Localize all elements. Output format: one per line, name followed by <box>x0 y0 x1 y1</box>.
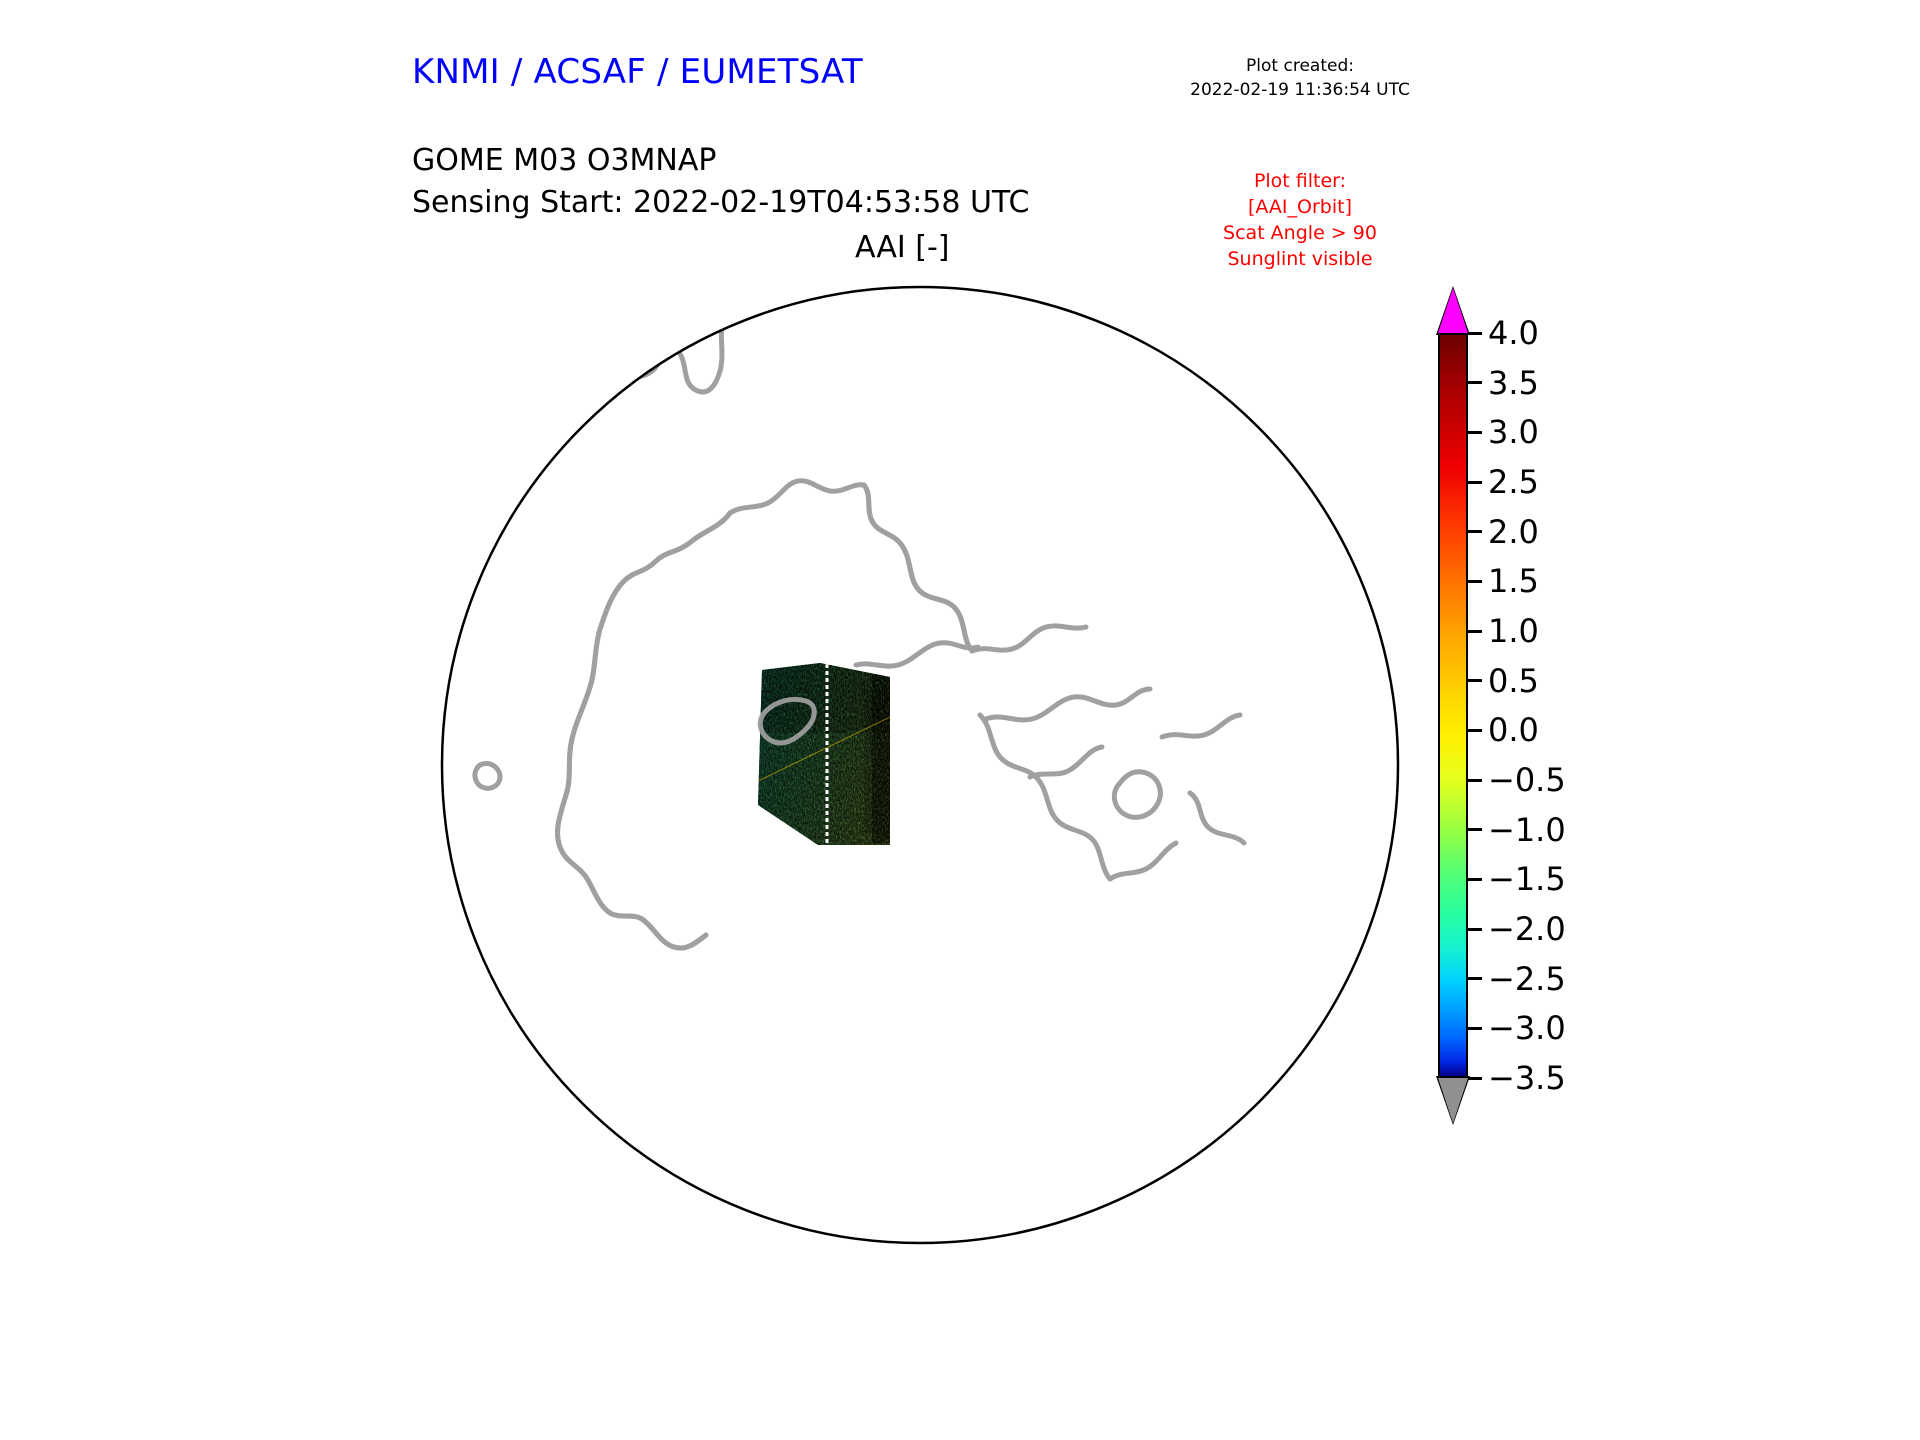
colorbar-tick-mark <box>1468 1026 1482 1030</box>
colorbar-tick-label: −3.0 <box>1488 1009 1566 1048</box>
colorbar-tick-mark <box>1468 1076 1482 1080</box>
colorbar-tick-mark <box>1468 679 1482 683</box>
colorbar-tick-label: −1.0 <box>1488 810 1566 849</box>
colorbar-tick-label: 4.0 <box>1488 314 1539 352</box>
plot-created-label: Plot created: <box>1246 56 1354 76</box>
plot-filter-name: [AAI_Orbit] <box>1247 196 1352 218</box>
colorbar-tick-label: 2.0 <box>1488 512 1539 551</box>
instrument-product-line: GOME M03 O3MNAP <box>412 143 717 178</box>
colorbar-tick-mark <box>1468 530 1482 534</box>
colorbar-tick-mark <box>1468 728 1482 732</box>
orthographic-map <box>440 285 1400 1245</box>
colorbar-tick-mark <box>1468 828 1482 832</box>
colorbar-tick-mark <box>1468 430 1482 434</box>
colorbar-tick-label: −3.5 <box>1488 1059 1566 1097</box>
plot-created-block: Plot created: 2022-02-19 11:36:54 UTC <box>1150 54 1450 102</box>
colorbar-tick-mark <box>1468 927 1482 931</box>
colorbar-tick-label: 0.5 <box>1488 661 1539 700</box>
colorbar[interactable]: 4.0 3.5 3.0 2.5 2.0 1.5 1.0 0.5 0.0 −0.5 −1.0 −1.5 −… <box>1430 286 1730 1125</box>
colorbar-tick-label: 1.0 <box>1488 612 1539 650</box>
plot-filter-block: Plot filter: [AAI_Orbit] Scat Angle > 90… <box>1150 168 1450 272</box>
colorbar-gradient-bar <box>1438 333 1468 1078</box>
colorbar-tick-mark <box>1468 877 1482 881</box>
colorbar-tick-label: −0.5 <box>1488 761 1566 799</box>
colorbar-tick-label: −2.0 <box>1488 910 1566 948</box>
colorbar-tick-label: 3.0 <box>1488 413 1539 452</box>
map-plot-area <box>420 285 1420 1285</box>
aai-data-swath <box>758 663 890 845</box>
colorbar-tick-mark <box>1468 381 1482 385</box>
colorbar-tick-mark <box>1468 778 1482 782</box>
colorbar-tick-mark <box>1468 480 1482 484</box>
plot-filter-label: Plot filter: <box>1253 170 1347 192</box>
colorbar-tick-label: 0.0 <box>1488 711 1539 750</box>
colorbar-tick-label: 2.5 <box>1488 463 1539 501</box>
colorbar-tick-label: −1.5 <box>1488 860 1566 899</box>
globe-limb-circle <box>440 285 1400 1245</box>
globe-disc <box>442 287 1398 1243</box>
product-info-block: GOME M03 O3MNAP Sensing Start: 2022-02-1… <box>412 140 1029 224</box>
colorbar-under-range-arrow <box>1438 1078 1468 1123</box>
plot-filter-note: Sunglint visible <box>1227 248 1373 270</box>
colorbar-tick-mark <box>1468 331 1482 335</box>
colorbar-tick-label: −2.5 <box>1488 959 1566 998</box>
colorbar-tick-label: 1.5 <box>1488 562 1539 601</box>
sensing-start-line: Sensing Start: 2022-02-19T04:53:58 UTC <box>412 185 1030 220</box>
colorbar-over-range-arrow <box>1438 288 1468 333</box>
quantity-title: AAI [-] <box>855 230 950 265</box>
colorbar-tick-mark <box>1468 977 1482 981</box>
plot-created-timestamp: 2022-02-19 11:36:54 UTC <box>1190 80 1410 100</box>
colorbar-tick-label: 3.5 <box>1488 363 1539 402</box>
organisation-title: KNMI / ACSAF / EUMETSAT <box>412 52 863 92</box>
coastlines-overlay <box>555 482 975 951</box>
plot-filter-condition: Scat Angle > 90 <box>1223 222 1377 244</box>
colorbar-tick-mark <box>1468 629 1482 633</box>
colorbar-tick-mark <box>1468 579 1482 583</box>
